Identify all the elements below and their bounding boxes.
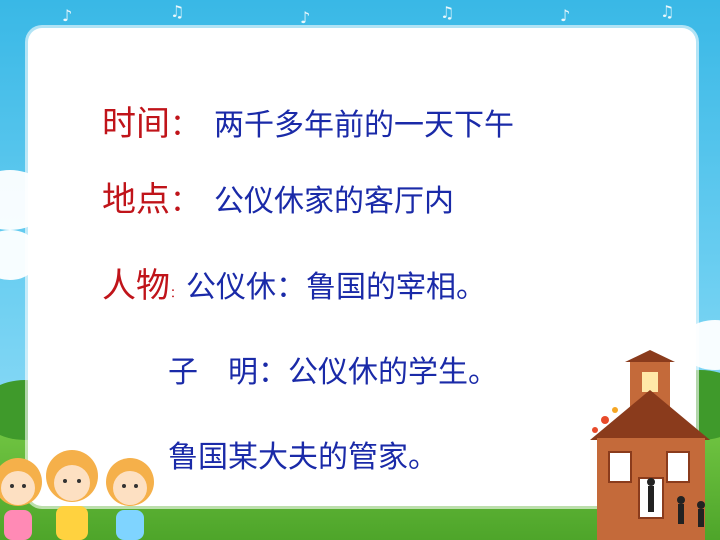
student-value: 子 明：公仪休的学生。 xyxy=(168,355,498,390)
time-line: 时间： 两千多年前的一天下午 xyxy=(102,96,514,145)
music-note-icon: ♪ xyxy=(560,6,571,25)
people-value: 公仪休：鲁国的宰相。 xyxy=(186,270,487,305)
music-note-icon: ♪ xyxy=(62,6,73,25)
music-note-icon: ♫ xyxy=(660,2,675,21)
schoolhouse-illustration xyxy=(590,350,710,540)
steward-line: 鲁国某大夫的管家。 xyxy=(168,432,438,476)
child-icon xyxy=(46,450,98,540)
people-colon: ： xyxy=(170,286,183,300)
place-value: 公仪休家的客厅内 xyxy=(214,184,454,219)
steward-value: 鲁国某大夫的管家。 xyxy=(168,440,438,475)
child-icon xyxy=(106,458,154,540)
music-notes-decoration: ♪ ♫ ♪ ♫ ♪ ♫ xyxy=(0,0,720,40)
student-line: 子 明：公仪休的学生。 xyxy=(168,347,498,391)
music-note-icon: ♪ xyxy=(300,8,311,27)
people-label: 人物 xyxy=(102,266,170,306)
place-line: 地点： 公仪休家的客厅内 xyxy=(102,172,454,221)
content-panel xyxy=(28,28,696,506)
music-note-icon: ♫ xyxy=(440,3,455,22)
time-colon: ： xyxy=(170,108,200,143)
cartoon-children-illustration xyxy=(0,450,154,540)
child-icon xyxy=(0,458,42,540)
time-label: 时间 xyxy=(102,104,170,144)
time-value: 两千多年前的一天下午 xyxy=(214,108,514,143)
people-line: 人物： 公仪休：鲁国的宰相。 xyxy=(102,258,486,307)
place-colon: ： xyxy=(170,184,200,219)
place-label: 地点 xyxy=(102,180,170,220)
music-note-icon: ♫ xyxy=(170,2,185,21)
